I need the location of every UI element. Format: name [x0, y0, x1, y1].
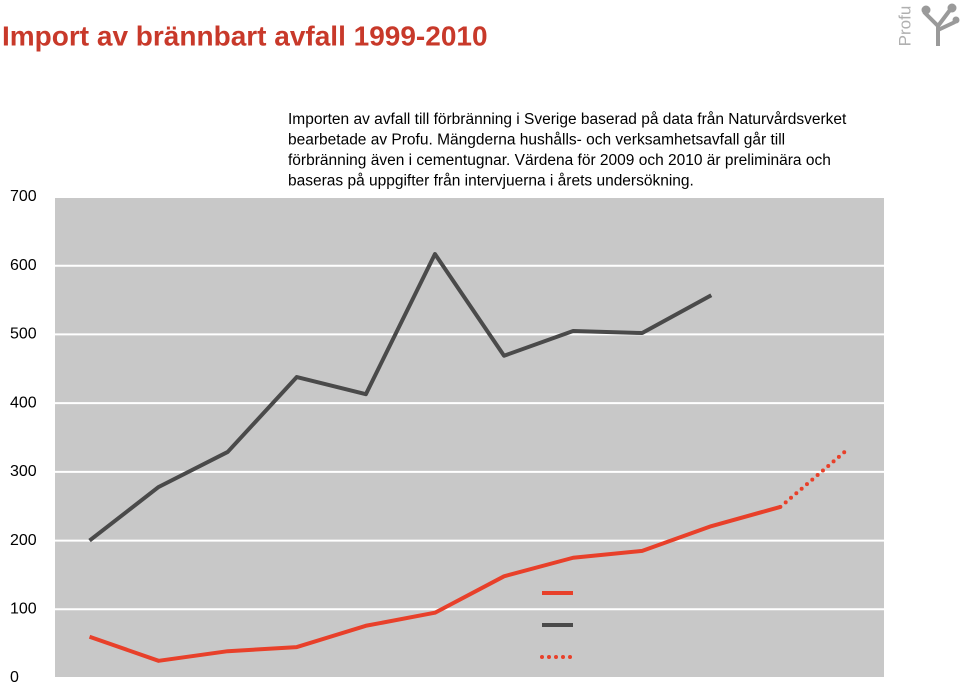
y-tick-label: 700 — [10, 188, 37, 205]
y-tick-label: 0 — [10, 669, 19, 686]
series-line — [778, 445, 852, 509]
annotation: förbränning även i cementugnar. Värdena … — [288, 152, 831, 169]
chart-title: Import av brännbart avfall 1999-2010 — [2, 20, 488, 51]
annotation: Importen av avfall till förbränning i Sv… — [288, 111, 847, 128]
y-tick-label: 100 — [10, 601, 37, 618]
plot-background — [55, 197, 884, 678]
series-line — [88, 504, 781, 663]
y-tick-label: 600 — [10, 257, 37, 274]
annotation: baseras på uppgifter från intervjuerna i… — [288, 173, 694, 190]
series-line — [88, 252, 713, 543]
logo-icon — [921, 3, 960, 46]
y-tick-label: 400 — [10, 394, 37, 411]
annotation: bearbetade av Profu. Mängderna hushålls-… — [288, 132, 785, 149]
y-tick-label: 200 — [10, 532, 37, 549]
y-tick-label: 300 — [10, 463, 37, 480]
logo-text: Profu — [895, 6, 914, 47]
y-tick-label: 500 — [10, 326, 37, 343]
